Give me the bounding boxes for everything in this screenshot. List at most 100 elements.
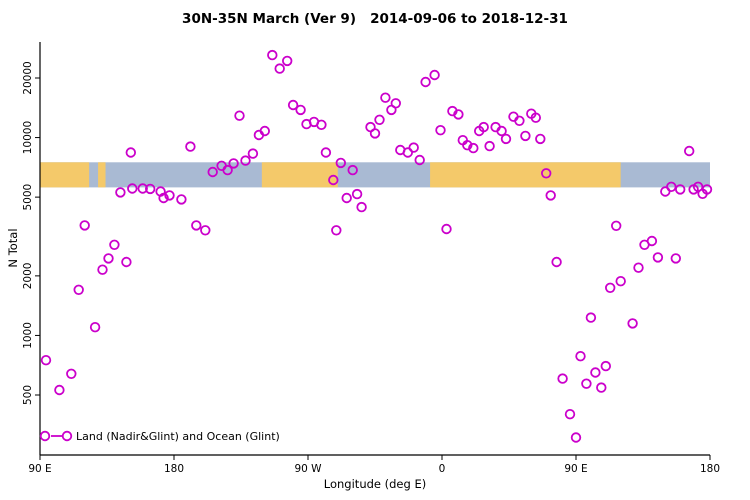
scatter-point bbox=[652, 252, 664, 263]
x-tick-label: 180 bbox=[700, 463, 720, 475]
scatter-point bbox=[247, 148, 259, 159]
scatter-point bbox=[408, 142, 419, 153]
scatter-point bbox=[259, 125, 271, 137]
scatter-point bbox=[575, 351, 586, 362]
scatter-point bbox=[109, 239, 120, 251]
scatter-point bbox=[79, 220, 90, 231]
scatter-point bbox=[380, 92, 391, 103]
scatter-point bbox=[633, 262, 644, 273]
map-band-land bbox=[261, 162, 338, 188]
scatter-point bbox=[520, 130, 531, 142]
map-band-land bbox=[98, 162, 106, 188]
y-tick-label: 1000 bbox=[22, 322, 34, 349]
scatter-point bbox=[374, 114, 385, 126]
scatter-point bbox=[341, 192, 352, 204]
scatter-point bbox=[54, 384, 65, 396]
x-tick-label: 90 W bbox=[294, 463, 322, 475]
map-band-land bbox=[430, 162, 621, 188]
scatter-point bbox=[551, 256, 562, 268]
scatter-point bbox=[351, 188, 363, 200]
scatter-point bbox=[545, 190, 556, 201]
x-tick-label: 90 E bbox=[28, 463, 51, 475]
scatter-point bbox=[615, 276, 626, 287]
scatter-point bbox=[200, 225, 211, 236]
legend-marker-circle bbox=[61, 430, 73, 442]
scatter-point bbox=[144, 183, 156, 195]
scatter-point bbox=[564, 409, 576, 420]
scatter-point bbox=[684, 145, 695, 157]
map-band-land bbox=[40, 162, 90, 188]
scatter-point bbox=[228, 158, 239, 169]
scatter-point bbox=[514, 115, 525, 127]
scatter-point bbox=[478, 121, 489, 133]
x-tick-label: 90 E bbox=[564, 463, 587, 475]
scatter-point bbox=[453, 109, 464, 120]
scatter-point bbox=[570, 432, 582, 443]
scatter-point bbox=[125, 147, 137, 158]
scatter-point bbox=[590, 367, 601, 378]
scatter-point bbox=[356, 201, 367, 213]
scatter-point bbox=[282, 55, 293, 67]
scatter-point bbox=[585, 312, 597, 323]
y-tick-label: 20000 bbox=[22, 61, 34, 94]
scatter-point bbox=[541, 168, 552, 179]
legend-marker-circle bbox=[39, 430, 51, 442]
scatter-point bbox=[347, 164, 358, 176]
y-tick-label: 500 bbox=[22, 385, 34, 405]
scatter-point bbox=[441, 223, 452, 235]
scatter-point bbox=[530, 112, 542, 123]
scatter-point bbox=[692, 181, 704, 193]
scatter-point bbox=[627, 318, 638, 329]
legend-label: Land (Nadir&Glint) and Ocean (Glint) bbox=[76, 430, 280, 443]
scatter-point bbox=[103, 253, 114, 264]
scatter-point bbox=[420, 76, 431, 88]
scatter-point bbox=[335, 157, 347, 169]
scatter-point bbox=[158, 192, 169, 204]
scatter-point bbox=[222, 164, 233, 176]
y-tick-label: 2000 bbox=[22, 263, 34, 290]
scatter-point bbox=[670, 253, 682, 264]
scatter-point bbox=[320, 147, 332, 158]
scatter-point bbox=[605, 282, 616, 294]
scatter-point bbox=[390, 98, 402, 109]
scatter-point bbox=[666, 181, 677, 193]
scatter-point bbox=[121, 256, 132, 268]
x-tick-label: 180 bbox=[164, 463, 184, 475]
y-tick-label: 10000 bbox=[22, 121, 34, 154]
chart-title: 30N-35N March (Ver 9) 2014-09-06 to 2018… bbox=[182, 11, 568, 27]
scatter-point bbox=[185, 141, 196, 152]
scatter-point bbox=[316, 119, 327, 131]
scatter-point bbox=[176, 194, 187, 205]
scatter-point bbox=[369, 128, 381, 139]
scatter-point bbox=[328, 174, 339, 186]
y-tick-label: 5000 bbox=[22, 184, 34, 211]
scatter-point bbox=[66, 368, 77, 380]
scatter-point bbox=[115, 187, 126, 198]
scatter-point bbox=[596, 382, 607, 393]
scatter-point bbox=[600, 360, 612, 372]
scatter-point bbox=[675, 184, 686, 195]
scatter-point bbox=[581, 378, 592, 389]
scatter-point bbox=[191, 220, 202, 231]
scatter-point bbox=[557, 373, 568, 384]
scatter-point bbox=[137, 183, 148, 194]
scatter-point bbox=[484, 140, 495, 152]
x-tick-label: 0 bbox=[439, 463, 446, 475]
scatter-point bbox=[611, 220, 622, 232]
scatter-point bbox=[127, 183, 138, 194]
scatter-point bbox=[435, 124, 446, 136]
y-axis-label: N Total bbox=[6, 228, 20, 268]
scatter-point bbox=[40, 355, 52, 366]
scatter-point bbox=[535, 133, 546, 145]
scatter-point bbox=[97, 264, 108, 275]
scatter-point bbox=[468, 142, 479, 154]
scatter-point bbox=[462, 139, 473, 151]
scatter-point bbox=[500, 133, 512, 145]
scatter-point bbox=[496, 125, 507, 137]
scatter-point bbox=[274, 63, 285, 74]
scatter-point bbox=[267, 49, 278, 61]
scatter-point bbox=[287, 99, 299, 111]
scatter-point bbox=[207, 166, 218, 178]
